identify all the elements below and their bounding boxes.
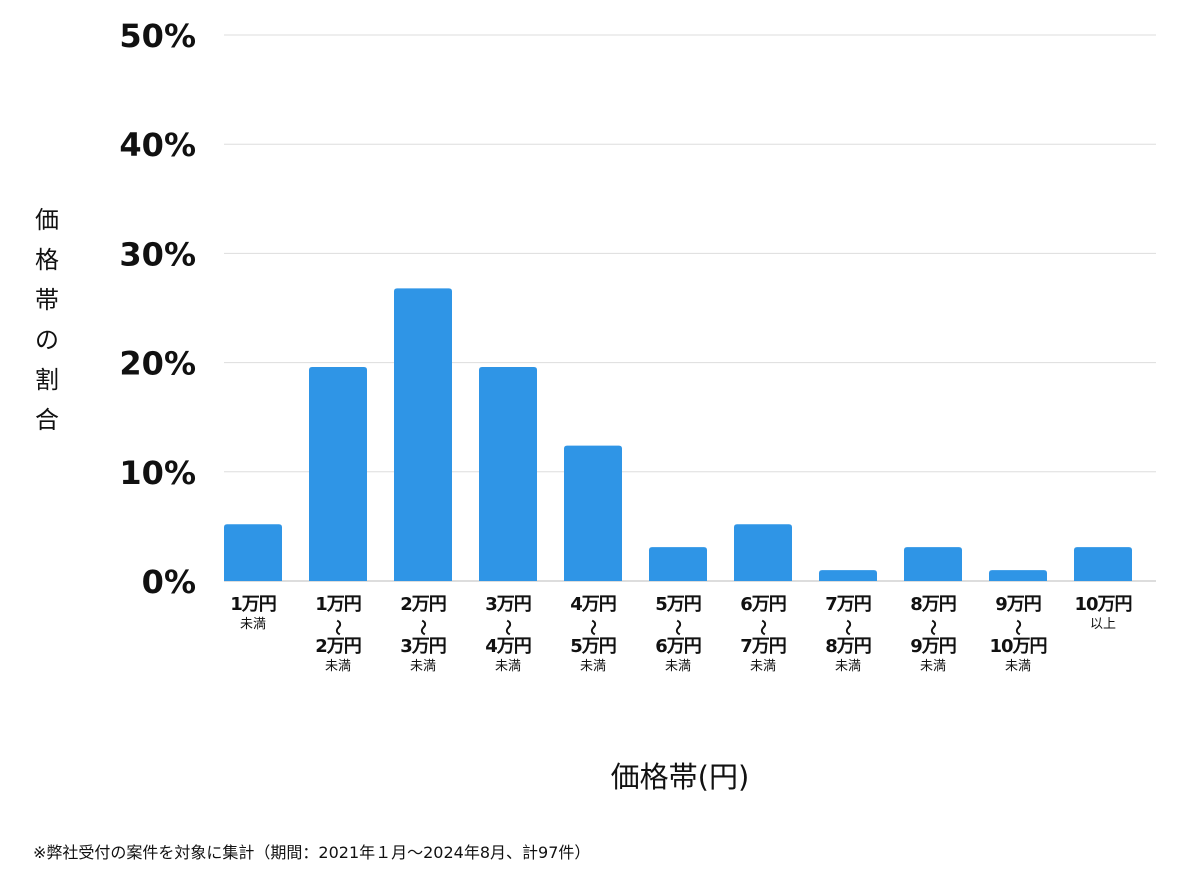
x-tick-label: 2万円〜 3万円未満 xyxy=(381,596,465,680)
price-label: 5万円 xyxy=(570,636,617,657)
range-tilde: 〜 xyxy=(976,618,1060,638)
tilde-glyph: 〜 xyxy=(498,619,518,635)
price-label: 3万円 xyxy=(485,594,532,615)
price-label: 6万円 xyxy=(740,594,787,615)
y-tick-label: 10% xyxy=(119,454,196,492)
y-axis-label-char: 格 xyxy=(35,246,59,274)
price-qualifier: 未満 xyxy=(409,659,436,674)
y-tick-label: 50% xyxy=(119,17,196,55)
price-qualifier: 未満 xyxy=(664,659,691,674)
price-qualifier: 未満 xyxy=(834,659,861,674)
bar xyxy=(309,366,367,581)
tilde-glyph: 〜 xyxy=(753,619,773,635)
range-tilde: 〜 xyxy=(721,618,805,638)
y-axis-label: 価格帯の割合 xyxy=(30,200,64,440)
price-qualifier: 未満 xyxy=(324,659,351,674)
bar xyxy=(394,288,452,581)
price-label: 7万円 xyxy=(825,594,872,615)
price-qualifier: 未満 xyxy=(579,659,606,674)
bar xyxy=(819,570,877,581)
y-axis-label-char: 割 xyxy=(35,366,59,394)
range-tilde: 〜 xyxy=(466,618,550,638)
y-tick-label: 30% xyxy=(119,235,196,273)
tilde-glyph: 〜 xyxy=(668,619,688,635)
bar xyxy=(224,524,282,581)
range-tilde: 〜 xyxy=(381,618,465,638)
y-axis-label-char: 価 xyxy=(35,206,59,234)
y-axis-label-char: の xyxy=(35,326,59,354)
price-label: 8万円 xyxy=(910,594,957,615)
bar xyxy=(1074,547,1132,581)
price-label: 4万円 xyxy=(570,594,617,615)
x-tick-label: 1万円〜 2万円未満 xyxy=(296,596,380,680)
y-tick-label: 40% xyxy=(119,126,196,164)
price-label: 9万円 xyxy=(995,594,1042,615)
x-tick-label: 9万円〜 10万円未満 xyxy=(976,596,1060,680)
y-tick-label: 20% xyxy=(119,345,196,383)
price-label: 6万円 xyxy=(655,636,702,657)
price-label: 8万円 xyxy=(825,636,872,657)
x-tick-label: 1万円未満 xyxy=(211,596,295,638)
tilde-glyph: 〜 xyxy=(1008,619,1028,635)
range-tilde: 〜 xyxy=(296,618,380,638)
x-tick-label: 4万円〜 5万円未満 xyxy=(551,596,635,680)
range-tilde: 〜 xyxy=(891,618,975,638)
price-qualifier: 未満 xyxy=(239,617,266,632)
tilde-glyph: 〜 xyxy=(328,619,348,635)
x-tick-label: 6万円〜 7万円未満 xyxy=(721,596,805,680)
bar xyxy=(564,445,622,581)
x-tick-label: 5万円〜 6万円未満 xyxy=(636,596,720,680)
tilde-glyph: 〜 xyxy=(583,619,603,635)
footnote: ※弊社受付の案件を対象に集計（期間：2021年１月〜2024年8月、計97件） xyxy=(33,843,591,862)
bar xyxy=(734,524,792,581)
tilde-glyph: 〜 xyxy=(838,619,858,635)
price-label: 4万円 xyxy=(485,636,532,657)
price-label: 10万円 xyxy=(1074,594,1132,615)
y-tick-label: 0% xyxy=(142,563,196,601)
x-tick-label: 10万円以上 xyxy=(1061,596,1145,638)
x-tick-label: 3万円〜 4万円未満 xyxy=(466,596,550,680)
bar xyxy=(479,366,537,581)
price-qualifier: 未満 xyxy=(919,659,946,674)
price-label: 2万円 xyxy=(315,636,362,657)
price-qualifier: 未満 xyxy=(1004,659,1031,674)
range-tilde: 〜 xyxy=(806,618,890,638)
price-label: 10万円 xyxy=(989,636,1047,657)
price-label: 7万円 xyxy=(740,636,787,657)
bar xyxy=(649,547,707,581)
price-label: 5万円 xyxy=(655,594,702,615)
bar xyxy=(989,570,1047,581)
price-label: 1万円 xyxy=(315,594,362,615)
x-axis-title: 価格帯(円) xyxy=(610,760,750,794)
price-label: 2万円 xyxy=(400,594,447,615)
price-qualifier: 未満 xyxy=(494,659,521,674)
tilde-glyph: 〜 xyxy=(923,619,943,635)
y-axis-label-char: 帯 xyxy=(35,286,59,314)
price-qualifier: 未満 xyxy=(749,659,776,674)
price-label: 9万円 xyxy=(910,636,957,657)
range-tilde: 〜 xyxy=(636,618,720,638)
tilde-glyph: 〜 xyxy=(413,619,433,635)
price-qualifier: 以上 xyxy=(1089,617,1116,632)
range-tilde: 〜 xyxy=(551,618,635,638)
price-label: 1万円 xyxy=(230,594,277,615)
bar xyxy=(904,547,962,581)
price-label: 3万円 xyxy=(400,636,447,657)
x-tick-label: 7万円〜 8万円未満 xyxy=(806,596,890,680)
y-axis-label-char: 合 xyxy=(35,406,59,434)
x-tick-label: 8万円〜 9万円未満 xyxy=(891,596,975,680)
